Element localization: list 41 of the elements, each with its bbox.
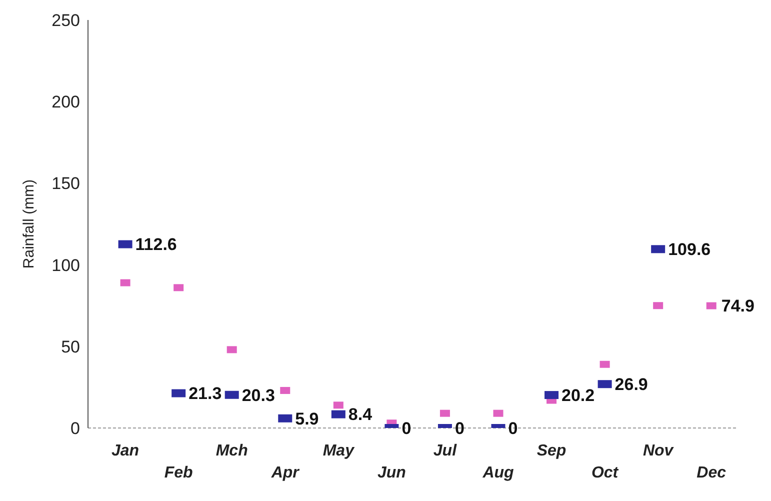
y-tick-label: 100 <box>52 256 80 275</box>
data-label: 26.9 <box>614 375 648 394</box>
data-label: 20.2 <box>562 386 595 405</box>
data-label: 112.6 <box>135 235 177 254</box>
point <box>493 410 504 417</box>
x-tick-label: Mch <box>216 442 248 460</box>
data-label: 5.9 <box>295 409 319 428</box>
point <box>280 386 290 394</box>
point <box>600 360 610 368</box>
x-tick-label: Aug <box>482 464 514 482</box>
x-tick-label: May <box>322 442 356 460</box>
data-label: 109.6 <box>668 240 711 260</box>
x-tick-label: Jun <box>377 464 406 482</box>
point <box>653 302 664 310</box>
data-label: 0 <box>454 418 464 438</box>
point <box>226 346 237 354</box>
point <box>706 302 716 310</box>
data-label: 0 <box>508 418 518 438</box>
x-tick-label: Oct <box>591 464 619 482</box>
y-tick-label: 0 <box>70 419 80 438</box>
data-label: 74.9 <box>721 296 754 316</box>
data-label: 8.4 <box>348 405 373 424</box>
y-axis-title: Rainfall (mm) <box>20 179 38 269</box>
point <box>174 284 184 292</box>
y-tick-label: 50 <box>61 337 80 356</box>
x-tick-label: Apr <box>270 464 300 482</box>
y-tick-label: 150 <box>52 174 80 194</box>
x-tick-label: Jul <box>433 442 458 460</box>
point <box>440 410 450 417</box>
data-label: 20.3 <box>242 386 275 405</box>
point <box>120 279 130 286</box>
y-tick-label: 250 <box>52 11 80 30</box>
x-tick-label: Jan <box>112 442 140 460</box>
y-tick-label: 200 <box>52 92 80 112</box>
data-label: 21.3 <box>188 384 222 404</box>
x-tick-label: Dec <box>696 464 726 482</box>
x-tick-label: Sep <box>536 442 566 460</box>
point <box>333 402 344 409</box>
x-tick-label: Nov <box>642 442 674 460</box>
x-tick-label: Feb <box>164 464 194 482</box>
data-label: 0 <box>402 418 412 438</box>
